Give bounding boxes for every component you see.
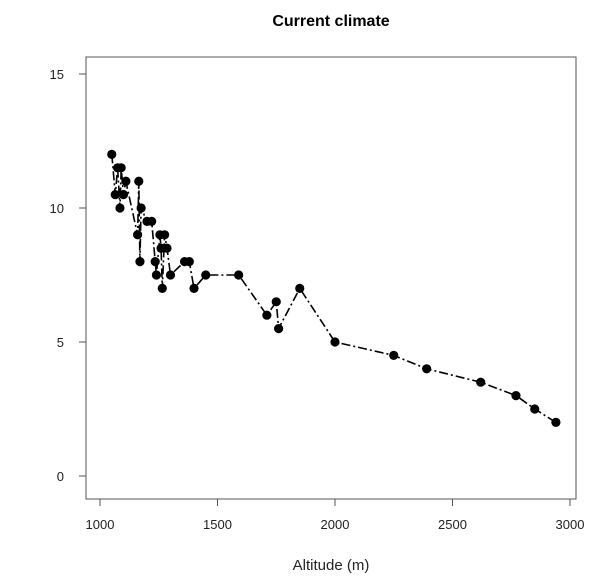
data-point	[330, 337, 340, 347]
x-tick-label: 2500	[438, 517, 467, 532]
data-point	[262, 310, 272, 320]
data-point	[118, 190, 129, 200]
data-point	[157, 283, 167, 293]
y-tick-label: 15	[50, 67, 64, 82]
data-point	[184, 257, 194, 267]
data-point	[234, 270, 244, 280]
x-tick-label: 3000	[556, 517, 585, 532]
data-point	[201, 270, 211, 280]
x-axis: 1000 1500 2000 2500 3000	[86, 498, 585, 532]
data-point	[271, 297, 281, 307]
x-tick-label: 1000	[86, 517, 115, 532]
data-point	[551, 417, 561, 427]
data-point	[389, 350, 399, 360]
y-tick-label: 5	[57, 335, 64, 350]
x-axis-title: Altitude (m)	[293, 557, 370, 574]
data-point	[295, 283, 305, 293]
series-line	[107, 149, 561, 427]
y-tick-label: 10	[50, 201, 64, 216]
y-tick-label: 0	[57, 469, 64, 484]
data-point	[511, 391, 521, 401]
data-point	[107, 149, 117, 159]
data-point	[150, 257, 160, 267]
data-point	[147, 216, 157, 226]
data-point	[116, 163, 126, 173]
data-point	[133, 230, 143, 240]
data-point	[422, 364, 432, 374]
data-point	[136, 203, 146, 213]
data-point	[476, 377, 486, 387]
data-point	[135, 257, 145, 267]
data-point	[121, 176, 131, 186]
data-point	[160, 230, 170, 240]
data-point	[134, 176, 144, 186]
data-point	[110, 190, 120, 200]
x-tick-label: 2000	[321, 517, 350, 532]
data-point	[165, 270, 176, 280]
data-point	[530, 404, 540, 414]
data-point	[115, 203, 125, 213]
chart-title: Current climate	[272, 13, 389, 30]
data-point	[274, 324, 284, 334]
series-path	[111, 154, 557, 424]
data-point	[189, 283, 199, 293]
y-axis: 0 5 10 15	[50, 67, 87, 484]
x-tick-label: 1500	[203, 517, 232, 532]
data-point	[162, 243, 172, 253]
data-point	[151, 270, 161, 280]
